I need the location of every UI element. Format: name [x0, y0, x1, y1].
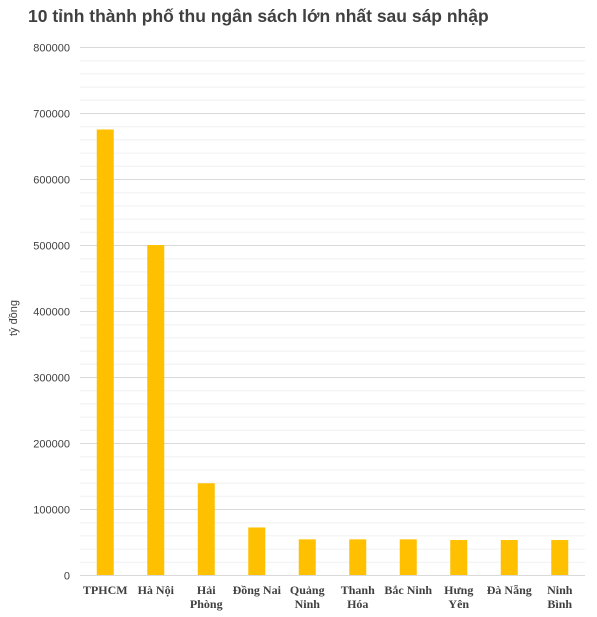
bar [551, 540, 569, 575]
y-tick-label: 500000 [33, 241, 70, 253]
y-tick-label: 200000 [33, 439, 70, 451]
x-tick-label: Hưng Yên [444, 583, 473, 611]
bar [96, 129, 114, 575]
chart-title: 10 tỉnh thành phố thu ngân sách lớn nhất… [28, 6, 489, 26]
y-tick-label: 600000 [33, 175, 70, 187]
bar [500, 540, 518, 575]
x-tick-label: Đồng Nai [233, 583, 282, 597]
bar [399, 539, 417, 575]
bar [298, 539, 316, 575]
x-tick-label: Ninh Bình [547, 583, 573, 611]
x-tick-label: Quảng Ninh [290, 583, 325, 611]
x-tick-label: Hải Phòng [190, 583, 223, 611]
y-tick-label: 800000 [33, 43, 70, 55]
y-tick-label: 300000 [33, 373, 70, 385]
x-tick-label: Bắc Ninh [384, 583, 432, 597]
x-tick-label: TPHCM [83, 583, 128, 597]
x-tick-label: Thanh Hóa [341, 583, 375, 611]
bar [450, 540, 468, 575]
y-tick-label: 400000 [33, 307, 70, 319]
bar [197, 483, 215, 575]
y-tick-label: 700000 [33, 109, 70, 121]
bar [248, 527, 266, 575]
x-tick-label: Đà Nẵng [487, 583, 532, 597]
y-tick-label: 0 [64, 571, 70, 583]
bar [147, 245, 165, 575]
y-tick-label: 100000 [33, 505, 70, 517]
x-tick-label: Hà Nội [138, 583, 175, 597]
bar [349, 539, 367, 575]
